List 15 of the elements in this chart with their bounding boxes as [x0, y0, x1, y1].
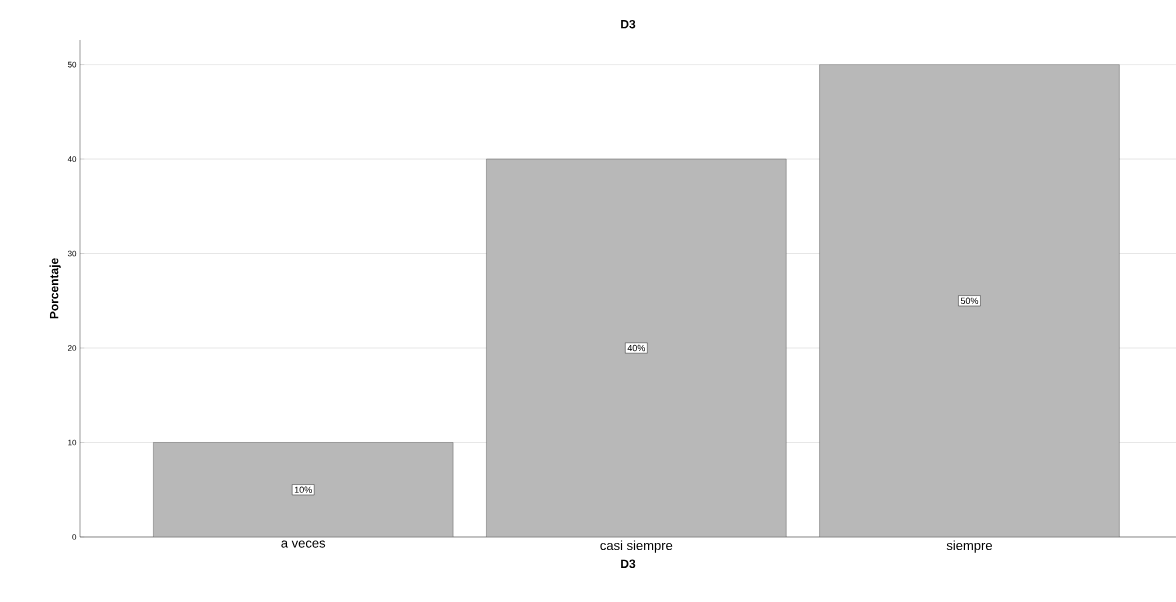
data-label: 40% — [627, 344, 646, 352]
x-tick-label: a veces — [281, 540, 326, 548]
chart-title: D3 — [621, 19, 636, 29]
y-tick-label: 30 — [67, 250, 77, 257]
x-tick-label: casi siempre — [600, 540, 673, 553]
data-label: 50% — [960, 297, 979, 304]
y-tick-label: 50 — [67, 61, 77, 68]
y-axis-title: Porcentaje — [49, 258, 61, 319]
data-label: 10% — [294, 486, 312, 493]
y-tick-label: 40 — [67, 156, 77, 162]
y-tick-label: 0 — [72, 534, 77, 540]
y-tick-label: 20 — [67, 345, 77, 351]
x-axis-title: D3 — [621, 559, 636, 569]
y-tick-label: 10 — [68, 439, 77, 446]
x-tick-label: siempre — [946, 540, 992, 553]
